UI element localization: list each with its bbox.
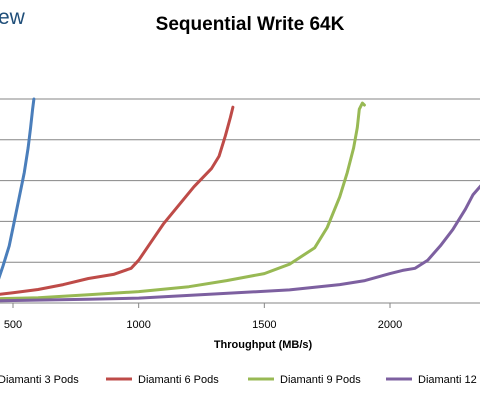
- x-tick-label-1000: 1000: [126, 319, 150, 331]
- legend: Diamanti 3 Pods Diamanti 6 Pods Diamanti 9…: [0, 374, 477, 386]
- x-tick-label-500: 500: [4, 319, 22, 331]
- x-tick-label-1500: 1500: [252, 319, 276, 331]
- x-tick-label-2000: 2000: [378, 319, 402, 331]
- chart-title: Sequential Write 64K: [155, 14, 345, 35]
- series-lines: [0, 97, 480, 303]
- legend-label-2: Diamanti 6 Pods: [138, 374, 219, 386]
- series-line-4: [0, 184, 480, 303]
- gridlines: [0, 98, 480, 304]
- series-line-2: [0, 105, 235, 296]
- series-line-1: [0, 97, 36, 280]
- series-line-3: [0, 101, 366, 301]
- x-axis-ticks: 500 1000 1500 2000: [4, 303, 402, 331]
- legend-label-4: Diamanti 12: [418, 374, 477, 386]
- legend-label-3: Diamanti 9 Pods: [280, 374, 361, 386]
- legend-label-1: Diamanti 3 Pods: [0, 374, 79, 386]
- x-axis-title: Throughput (MB/s): [214, 339, 313, 351]
- brand-logo-text: ew: [0, 6, 25, 29]
